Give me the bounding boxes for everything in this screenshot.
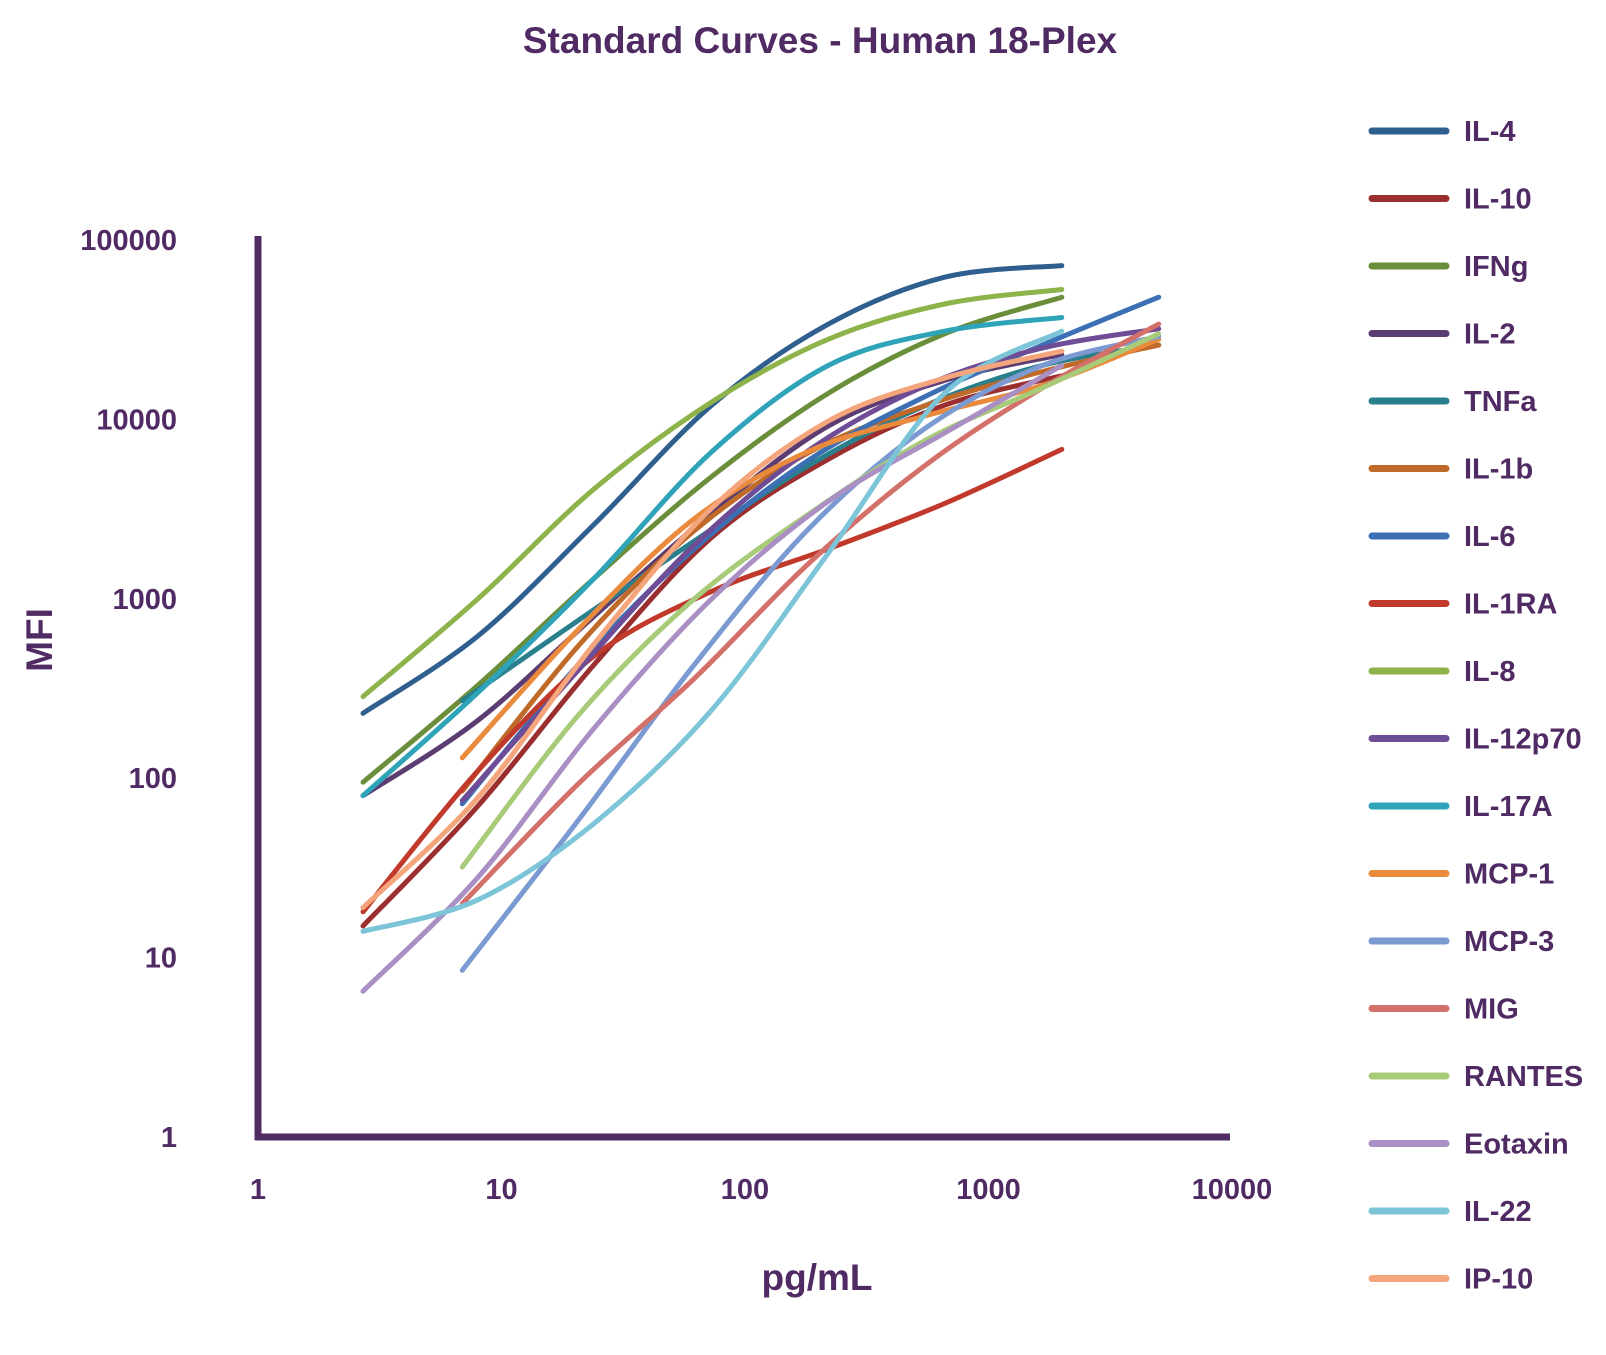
legend-label: MIG [1464,994,1519,1026]
series-line-il-10 [360,373,1065,929]
legend-item-il-4: IL-4 [1368,116,1516,148]
legend-label: IL-4 [1464,116,1516,148]
series-line-il-17a [360,315,1065,799]
series-line-mig [459,321,1162,907]
series-line-il-22 [360,328,1065,934]
legend-label: IL-2 [1464,319,1516,351]
x-tick-label: 100 [721,1174,769,1206]
x-tick-label: 10000 [1192,1174,1273,1206]
series-line-il-2 [360,352,1065,799]
tick-layer: 1 10 100 1000 10000 100000 1 10 100 1000 10000 [80,225,1272,1206]
series-line-il-1b [459,342,1162,794]
series-line-il-1ra [360,446,1065,915]
legend-label: IL-22 [1464,1196,1532,1228]
legend-item-il-1b: IL-1b [1368,454,1533,486]
legend-label: MCP-1 [1464,859,1554,891]
legend-item-mig: MIG [1368,994,1519,1026]
x-tick-label: 1 [250,1174,266,1206]
series-line-ifng [360,294,1065,785]
legend-item-il-1ra: IL-1RA [1368,589,1558,621]
series-line-tnfa [459,342,1162,704]
legend-label: Eotaxin [1464,1129,1569,1161]
y-tick-label: 100 [129,763,177,795]
y-tick-label: 10 [145,943,177,975]
legend-label: IL-1b [1464,454,1533,486]
legend-item-rantes: RANTES [1368,1061,1583,1093]
x-tick-label: 10 [485,1174,517,1206]
legend-label: IFNg [1464,251,1528,283]
legend-label: IL-17A [1464,791,1553,823]
legend-label: IL-10 [1464,184,1532,216]
series-layer [360,263,1162,994]
legend-item-mcp-1: MCP-1 [1368,859,1554,891]
series-line-eotaxin [360,362,1065,994]
chart-title: Standard Curves - Human 18-Plex [523,20,1118,61]
series-line-il-4 [360,263,1065,716]
legend-item-il-22: IL-22 [1368,1196,1532,1228]
legend-item-il-10: IL-10 [1368,184,1532,216]
x-axis-label: pg/mL [762,1257,873,1298]
y-tick-label: 100000 [80,225,177,257]
legend-item-ifng: IFNg [1368,251,1528,283]
legend-label: RANTES [1464,1061,1583,1093]
legend-label: MCP-3 [1464,926,1554,958]
legend-item-il-12p70: IL-12p70 [1368,724,1582,756]
series-line-il-8 [360,287,1065,700]
legend-label: IL-8 [1464,656,1516,688]
legend-label: IL-6 [1464,521,1516,553]
legend-label: IP-10 [1464,1264,1533,1296]
series-line-ip-10 [360,348,1065,911]
y-tick-label: 1 [161,1122,177,1154]
legend-item-ip-10: IP-10 [1368,1264,1533,1296]
y-tick-label: 10000 [96,404,177,436]
legend-item-il-2: IL-2 [1368,319,1516,351]
legend-label: IL-1RA [1464,589,1558,621]
legend-item-tnfa: TNFa [1368,386,1537,418]
y-tick-label: 1000 [112,584,177,616]
series-line-mcp-3 [459,333,1162,973]
legend-item-eotaxin: Eotaxin [1368,1129,1569,1161]
legend-label: IL-12p70 [1464,724,1582,756]
y-axis-label: MFI [19,608,60,672]
legend-item-mcp-3: MCP-3 [1368,926,1554,958]
legend-item-il-17a: IL-17A [1368,791,1553,823]
legend-item-il-8: IL-8 [1368,656,1516,688]
x-tick-label: 1000 [956,1174,1021,1206]
legend-label: TNFa [1464,386,1537,418]
legend: IL-4 IL-10 IFNg IL-2 TNFa IL-1b IL-6 IL-1RA IL-8… [1368,116,1583,1296]
legend-item-il-6: IL-6 [1368,521,1516,553]
